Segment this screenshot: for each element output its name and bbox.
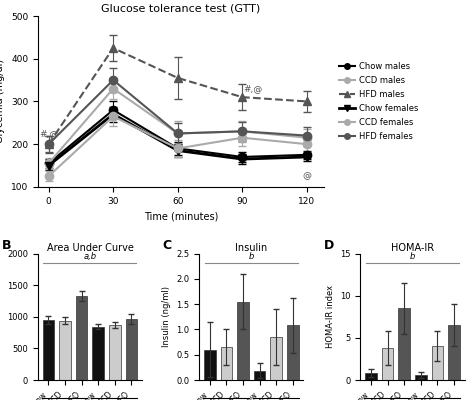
Bar [43,320,54,380]
Bar [76,296,88,380]
Bar [382,348,393,380]
Text: C: C [163,238,172,252]
Text: #,@: #,@ [244,84,263,93]
Title: Area Under Curve: Area Under Curve [46,243,133,253]
Y-axis label: Area Under Curve (AUC): Area Under Curve (AUC) [0,266,1,368]
Title: HOMA-IR: HOMA-IR [391,243,434,253]
Bar [237,302,249,380]
Bar [415,375,427,380]
Text: b: b [410,252,415,261]
Bar [398,308,410,380]
Bar [270,337,282,380]
Text: @: @ [302,172,311,180]
Bar [204,350,216,380]
Y-axis label: Insulin (ng/ml): Insulin (ng/ml) [162,286,171,347]
Bar [92,327,104,380]
Bar [220,347,232,380]
Y-axis label: Glycemia (mg/dl): Glycemia (mg/dl) [0,59,5,144]
Bar [126,319,137,380]
Text: #,@: #,@ [39,129,58,138]
Text: a,b: a,b [83,252,97,261]
Y-axis label: HOMA-IR index: HOMA-IR index [326,285,335,348]
Title: Insulin: Insulin [235,243,267,253]
Bar [254,371,265,380]
Bar [448,325,460,380]
Bar [59,321,71,380]
Bar [432,346,443,380]
Bar [287,326,299,380]
Text: B: B [1,238,11,252]
Text: D: D [324,238,334,252]
Bar [365,373,377,380]
Text: b: b [248,252,254,261]
X-axis label: Time (minutes): Time (minutes) [144,211,218,221]
Legend: Chow males, CCD males, HFD males, Chow females, CCD females, HFD females: Chow males, CCD males, HFD males, Chow f… [338,62,419,141]
Title: Glucose tolerance test (GTT): Glucose tolerance test (GTT) [101,4,261,14]
Bar [109,325,121,380]
